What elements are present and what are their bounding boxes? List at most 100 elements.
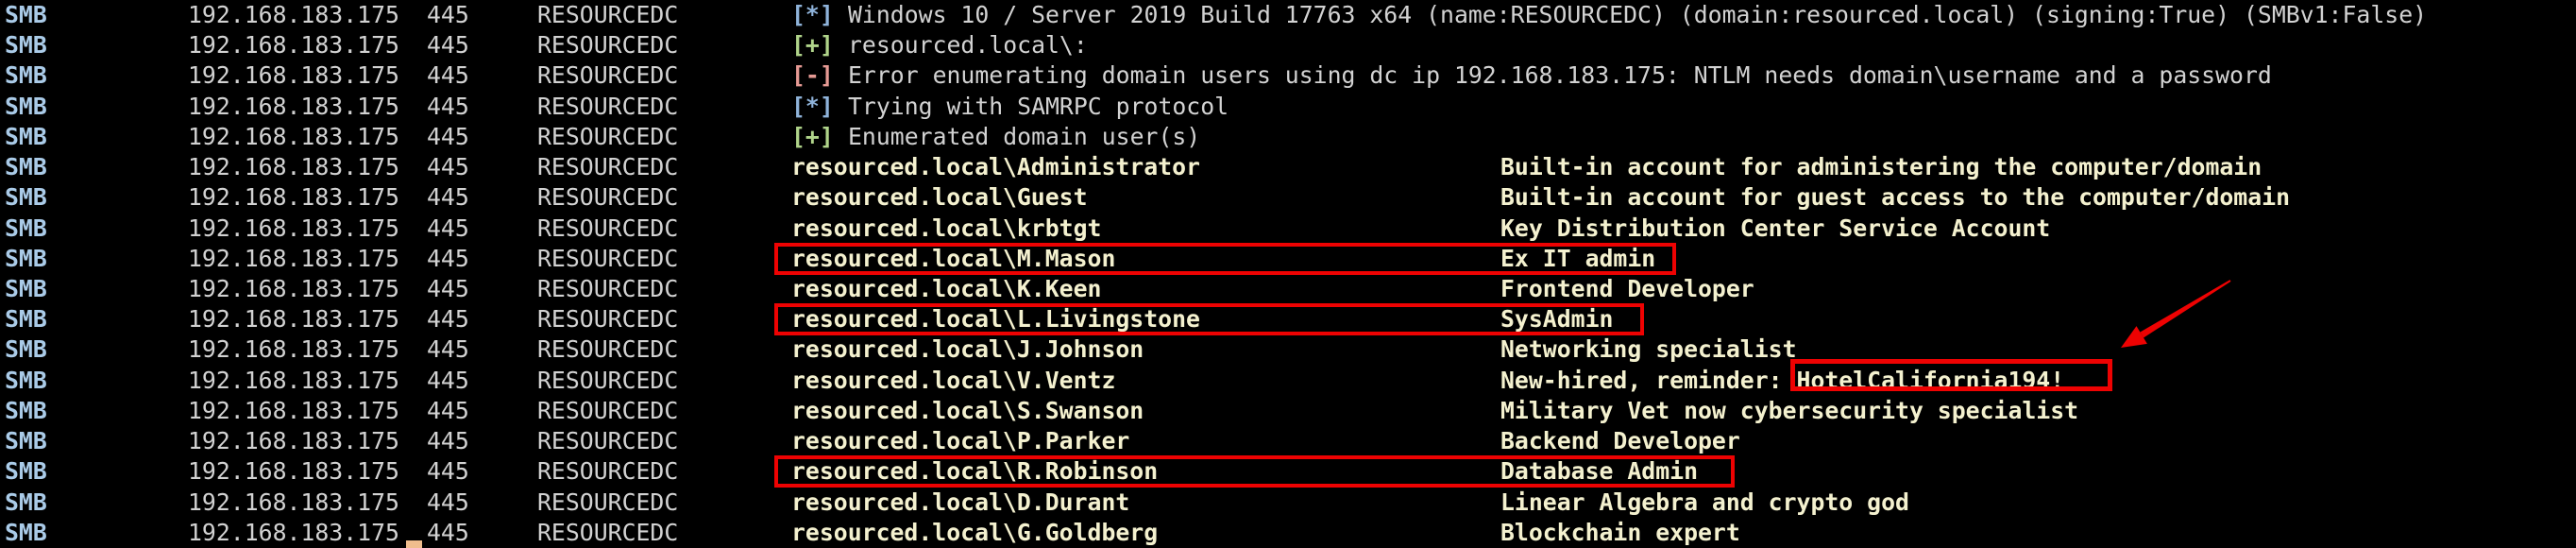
protocol-label: SMB [5,244,47,272]
status-message: resourced.local\: [848,31,1088,60]
protocol-label: SMB [5,153,47,181]
hostname-label: RESOURCEDC [537,244,679,272]
terminal-row: SMB 192.168.183.175 445 RESOURCEDC resourced… [0,274,2576,304]
terminal-row: SMB 192.168.183.175 445 RESOURCEDC [+] Enumer… [0,122,2576,152]
terminal-row: SMB 192.168.183.175 445 RESOURCEDC resourced… [0,456,2576,487]
terminal-row: SMB 192.168.183.175 445 RESOURCEDC [-] Error … [0,60,2576,91]
hostname-label: RESOURCEDC [537,1,679,28]
hostname-label: RESOURCEDC [537,396,679,424]
protocol-label: SMB [5,122,47,150]
protocol-label: SMB [5,92,47,120]
hostname-label: RESOURCEDC [537,214,679,242]
host-address: 192.168.183.175 [188,396,399,424]
status-marker: [+] [791,31,834,60]
domain-username: resourced.local\J.Johnson [791,335,1144,364]
protocol-label: SMB [5,31,47,60]
domain-username: resourced.local\L.Livingstone [791,305,1200,334]
terminal-row: SMB 192.168.183.175 445 RESOURCEDC resourced… [0,182,2576,213]
status-marker: [*] [791,92,834,120]
status-message: Error enumerating domain users using dc … [848,61,2272,90]
protocol-label: SMB [5,214,47,242]
domain-username: resourced.local\krbtgt [791,214,1102,242]
host-address: 192.168.183.175 [188,427,399,455]
status-marker: [+] [791,122,834,150]
domain-username: resourced.local\S.Swanson [791,396,1144,424]
protocol-label: SMB [5,305,47,334]
hostname-label: RESOURCEDC [537,518,679,546]
description-text: New-hired, reminder: [1500,366,1797,394]
port-number: 445 [427,61,469,90]
hostname-label: RESOURCEDC [537,427,679,455]
host-address: 192.168.183.175 [188,335,399,364]
domain-username: resourced.local\P.Parker [791,427,1130,455]
user-description: Built-in account for administering the c… [1500,153,2262,181]
host-address: 192.168.183.175 [188,153,399,181]
protocol-label: SMB [5,335,47,364]
port-number: 445 [427,122,469,150]
hostname-label: RESOURCEDC [537,92,679,120]
user-description: Frontend Developer [1500,275,1754,302]
protocol-label: SMB [5,183,47,212]
protocol-label: SMB [5,457,47,486]
port-number: 445 [427,427,469,455]
port-number: 445 [427,518,469,546]
domain-username: resourced.local\D.Durant [791,488,1130,516]
hostname-label: RESOURCEDC [537,31,679,60]
host-address: 192.168.183.175 [188,457,399,486]
protocol-label: SMB [5,518,47,546]
port-number: 445 [427,153,469,181]
port-number: 445 [427,214,469,242]
user-description: Key Distribution Center Service Account [1500,214,2051,242]
domain-username: resourced.local\M.Mason [791,244,1116,272]
status-marker: [-] [791,61,834,90]
terminal-row: SMB 192.168.183.175 445 RESOURCEDC resourced… [0,396,2576,426]
host-address: 192.168.183.175 [188,61,399,90]
user-description: New-hired, reminder: HotelCalifornia194! [1500,366,2064,396]
terminal-row: SMB 192.168.183.175 445 RESOURCEDC resourced… [0,152,2576,182]
host-address: 192.168.183.175 [188,366,399,394]
domain-username: resourced.local\V.Ventz [791,366,1116,394]
user-description: Ex IT admin [1500,244,1656,272]
host-address: 192.168.183.175 [188,488,399,516]
status-message: Enumerated domain user(s) [848,122,1201,150]
port-number: 445 [427,396,469,424]
user-description: Networking specialist [1500,335,1797,364]
terminal-row: SMB 192.168.183.175 445 RESOURCEDC resourced… [0,244,2576,274]
terminal-row: SMB 192.168.183.175 445 RESOURCEDC resourced… [0,214,2576,244]
host-address: 192.168.183.175 [188,92,399,120]
port-number: 445 [427,335,469,364]
user-description: Backend Developer [1500,427,1740,455]
protocol-label: SMB [5,396,47,424]
domain-username: resourced.local\R.Robinson [791,457,1159,486]
port-number: 445 [427,366,469,394]
user-description: Database Admin [1500,457,1699,486]
host-address: 192.168.183.175 [188,305,399,334]
port-number: 445 [427,244,469,272]
port-number: 445 [427,457,469,486]
domain-username: resourced.local\Guest [791,183,1088,212]
terminal-row: SMB 192.168.183.175 445 RESOURCEDC [*] Trying… [0,92,2576,122]
hostname-label: RESOURCEDC [537,183,679,212]
protocol-label: SMB [5,275,47,302]
hostname-label: RESOURCEDC [537,122,679,150]
leaked-password: HotelCalifornia194! [1796,366,2065,394]
protocol-label: SMB [5,1,47,28]
host-address: 192.168.183.175 [188,214,399,242]
terminal-row: SMB 192.168.183.175 445 RESOURCEDC resourced… [0,488,2576,518]
terminal-cursor [406,540,422,548]
protocol-label: SMB [5,366,47,394]
port-number: 445 [427,31,469,60]
red-arrow-icon [2121,280,2231,348]
domain-username: resourced.local\K.Keen [791,275,1102,302]
hostname-label: RESOURCEDC [537,153,679,181]
terminal-row: SMB 192.168.183.175 445 RESOURCEDC resourced… [0,334,2576,365]
host-address: 192.168.183.175 [188,518,399,546]
hostname-label: RESOURCEDC [537,335,679,364]
terminal-row: SMB 192.168.183.175 445 RESOURCEDC [*] Window… [0,0,2576,30]
hostname-label: RESOURCEDC [537,305,679,334]
user-description: SysAdmin [1500,305,1614,334]
host-address: 192.168.183.175 [188,275,399,302]
user-description: Built-in account for guest access to the… [1500,183,2291,212]
port-number: 445 [427,92,469,120]
